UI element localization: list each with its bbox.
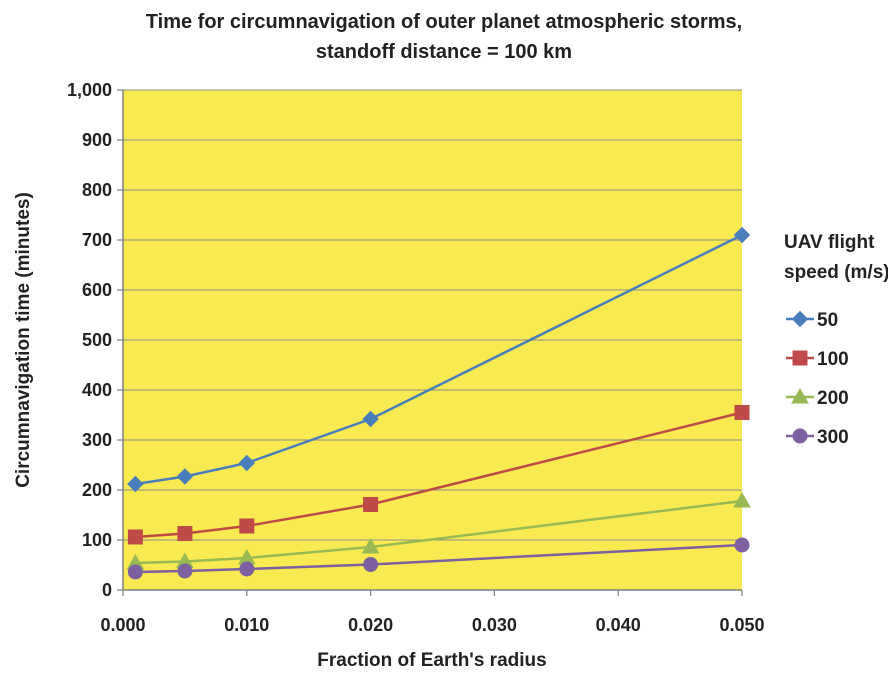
data-point-300-4 bbox=[734, 537, 750, 553]
legend-marker-100 bbox=[792, 350, 808, 366]
y-tick-label-1: 100 bbox=[82, 530, 112, 550]
series-100 bbox=[127, 405, 750, 545]
chart-title: Time for circumnavigation of outer plane… bbox=[146, 11, 742, 33]
series-layer bbox=[126, 226, 751, 580]
data-point-300-0 bbox=[127, 564, 143, 580]
y-tick-label-4: 400 bbox=[82, 380, 112, 400]
y-tick-label-0: 0 bbox=[102, 580, 112, 600]
series-300 bbox=[127, 537, 750, 580]
data-point-200-3 bbox=[361, 537, 380, 554]
legend-item-200: 200 bbox=[786, 387, 849, 409]
series-200 bbox=[126, 491, 751, 570]
data-point-50-2 bbox=[238, 454, 256, 472]
legend-marker-200 bbox=[791, 387, 809, 404]
x-tick-label-4: 0.040 bbox=[596, 615, 641, 635]
legend-label-50: 50 bbox=[817, 310, 838, 331]
data-point-200-4 bbox=[733, 491, 751, 508]
x-tick-label-2: 0.020 bbox=[348, 615, 393, 635]
legend-title-line2: speed (m/s) bbox=[784, 262, 888, 283]
y-tick-label-6: 600 bbox=[82, 280, 112, 300]
legend: UAV flight speed (m/s) 50 100 200 300 bbox=[784, 232, 888, 448]
data-point-300-3 bbox=[363, 557, 379, 572]
data-point-100-1 bbox=[177, 526, 193, 541]
x-tick-label-3: 0.030 bbox=[472, 615, 517, 635]
x-tick-label-1: 0.010 bbox=[224, 615, 269, 635]
legend-item-300: 300 bbox=[786, 427, 849, 448]
y-tick-label-3: 300 bbox=[82, 430, 112, 450]
legend-label-300: 300 bbox=[817, 427, 849, 448]
data-point-100-0 bbox=[127, 529, 143, 545]
data-point-300-1 bbox=[177, 563, 193, 579]
x-tick-labels: 0.000 0.010 0.020 0.030 0.040 0.050 bbox=[100, 615, 764, 635]
data-point-50-3 bbox=[362, 410, 379, 428]
legend-label-200: 200 bbox=[817, 388, 849, 409]
x-tick-label-0: 0.000 bbox=[100, 615, 145, 635]
legend-label-100: 100 bbox=[817, 349, 849, 370]
data-point-100-2 bbox=[239, 518, 255, 534]
y-tick-label-2: 200 bbox=[82, 480, 112, 500]
data-point-100-4 bbox=[734, 405, 750, 420]
y-tick-label-9: 900 bbox=[82, 130, 112, 150]
data-point-100-3 bbox=[363, 497, 379, 512]
data-point-50-0 bbox=[127, 475, 144, 493]
y-tick-label-7: 700 bbox=[82, 230, 112, 250]
data-point-50-4 bbox=[733, 226, 751, 244]
x-axis-title: Fraction of Earth's radius bbox=[317, 650, 546, 671]
legend-item-100: 100 bbox=[786, 349, 849, 370]
y-tick-labels: 0 100 200 300 400 500 600 700 800 900 1,000 bbox=[67, 80, 112, 600]
legend-items: 50 100 200 300 bbox=[786, 310, 849, 448]
legend-item-50: 50 bbox=[786, 310, 838, 331]
legend-title-line1: UAV flight bbox=[784, 232, 875, 253]
y-tick-label-5: 500 bbox=[82, 330, 112, 350]
y-axis-title: Circumnavigation time (minutes) bbox=[13, 192, 34, 488]
x-tick-label-5: 0.050 bbox=[719, 615, 764, 635]
legend-marker-50 bbox=[791, 310, 809, 328]
axes-layer bbox=[117, 89, 743, 596]
data-point-300-2 bbox=[239, 561, 255, 577]
y-tick-label-8: 800 bbox=[82, 180, 112, 200]
legend-marker-300 bbox=[792, 428, 808, 444]
data-point-50-1 bbox=[176, 468, 194, 485]
chart-subtitle: standoff distance = 100 km bbox=[316, 41, 572, 63]
series-50 bbox=[127, 226, 751, 493]
y-tick-label-10: 1,000 bbox=[67, 80, 112, 100]
